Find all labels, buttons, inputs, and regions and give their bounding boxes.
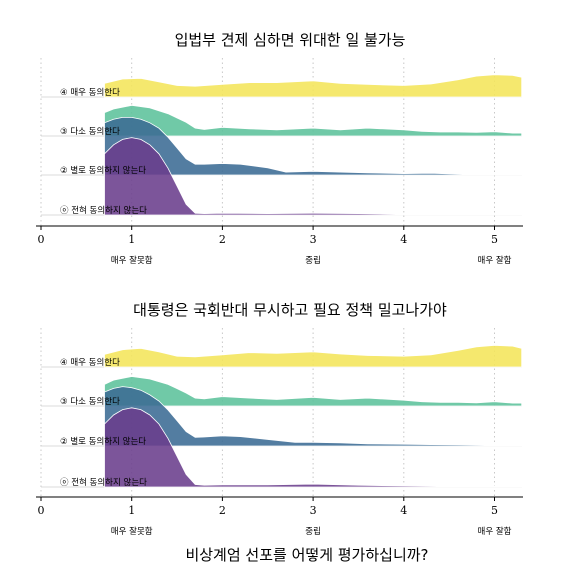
- x-tick-label: 0: [38, 233, 45, 246]
- ridge-area: [104, 376, 523, 407]
- x-category-label: 중립: [305, 527, 321, 537]
- x-tick-label: 1: [128, 504, 135, 517]
- ridgeline-panel-top: 입법부 견제 심하면 위대한 일 불가능 ⓞ 전혀 동의하지 않는다 ② 별로 동의…: [36, 31, 523, 266]
- chart-title: 입법부 견제 심하면 위대한 일 불가능: [175, 31, 406, 49]
- x-tick-label: 2: [219, 233, 226, 246]
- x-category-label: 매우 잘못함: [111, 526, 153, 537]
- ridge-area: [104, 344, 523, 368]
- ridge-label: ② 별로 동의하지 않는다: [60, 436, 146, 447]
- ridge-label: ⓞ 전혀 동의하지 않는다: [60, 477, 147, 488]
- ridge-area: [104, 407, 523, 488]
- x-category-label: 매우 잘못함: [111, 255, 153, 266]
- ridge-label: ④ 매우 동의한다: [60, 357, 120, 368]
- x-category-label: 매우 잘함: [478, 255, 512, 266]
- ridge-label: ② 별로 동의하지 않는다: [60, 165, 146, 176]
- x-category-label: 매우 잘함: [478, 526, 512, 537]
- shared-x-axis-label: 비상계엄 선포를 어떻게 평가하십니까?: [185, 546, 428, 564]
- x-tick-label: 4: [400, 233, 407, 246]
- x-tick-label: 5: [491, 233, 498, 246]
- x-tick-label: 5: [491, 504, 498, 517]
- ridge-area: [104, 104, 523, 137]
- chart-title: 대통령은 국회반대 무시하고 필요 정책 밀고나가야: [133, 301, 447, 319]
- x-tick-label: 0: [38, 504, 45, 517]
- ridge-label: ③ 다소 동의한다: [60, 396, 120, 407]
- x-tick-label: 3: [310, 504, 317, 517]
- x-tick-label: 3: [310, 233, 317, 246]
- x-tick-label: 1: [128, 233, 135, 246]
- ridge-label: ④ 매우 동의한다: [60, 87, 120, 98]
- ridge-area: [104, 137, 523, 216]
- x-category-label: 중립: [305, 256, 321, 266]
- ridgeline-panel-bottom: 대통령은 국회반대 무시하고 필요 정책 밀고나가야 ⓞ 전혀 동의하지 않는다 ②…: [36, 301, 523, 537]
- x-tick-label: 2: [219, 504, 226, 517]
- ridge-label: ⓞ 전혀 동의하지 않는다: [60, 205, 147, 216]
- ridge-label: ③ 다소 동의한다: [60, 126, 120, 137]
- x-tick-label: 4: [400, 504, 407, 517]
- ridge-area: [104, 74, 523, 98]
